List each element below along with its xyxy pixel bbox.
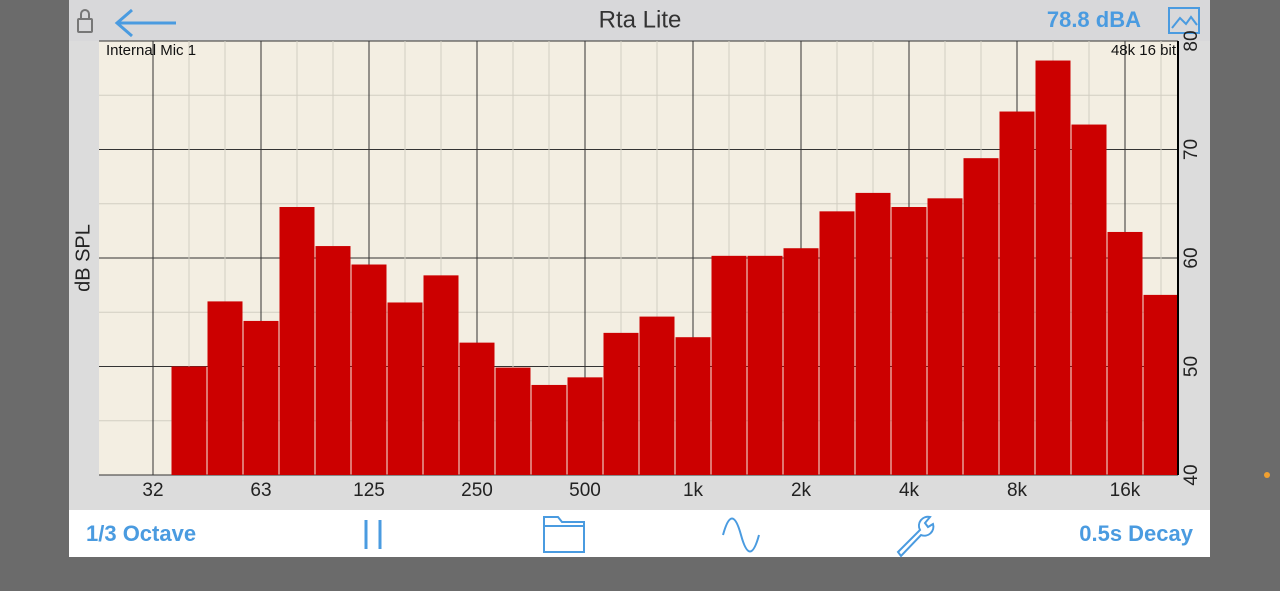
bar — [459, 342, 495, 475]
x-tick-label: 32 — [142, 480, 163, 501]
bar — [855, 192, 891, 475]
bar — [423, 275, 459, 475]
bar — [171, 366, 207, 475]
bar — [747, 255, 783, 475]
bar — [819, 211, 855, 475]
x-tick-label: 16k — [1110, 480, 1141, 501]
settings-button[interactable] — [896, 515, 935, 558]
bar — [1143, 294, 1179, 475]
y-tick-label: 50 — [1181, 356, 1202, 377]
x-tick-label: 2k — [791, 480, 812, 501]
pause-button[interactable] — [364, 520, 382, 549]
signal-button[interactable] — [722, 517, 760, 553]
bar — [927, 198, 963, 475]
x-tick-label: 1k — [683, 480, 704, 501]
x-tick-label: 8k — [1007, 480, 1028, 501]
format-label: 48k 16 bit — [1111, 42, 1177, 59]
bar — [783, 248, 819, 475]
x-tick-label: 63 — [250, 480, 271, 501]
level-readout[interactable]: 78.8 dBA — [1047, 7, 1141, 32]
bar — [495, 367, 531, 475]
bar — [531, 384, 567, 475]
bar — [243, 320, 279, 475]
bar — [603, 332, 639, 475]
screenshot-icon[interactable] — [1168, 7, 1200, 34]
bar — [279, 207, 315, 475]
input-label: Internal Mic 1 — [106, 42, 196, 59]
app-title: Rta Lite — [599, 6, 682, 33]
bar — [639, 316, 675, 475]
bar — [999, 111, 1035, 476]
bar — [1035, 60, 1071, 475]
bar — [711, 255, 747, 475]
bar — [315, 246, 351, 475]
bar — [207, 301, 243, 475]
x-tick-label: 250 — [461, 480, 493, 501]
y-axis-label: dB SPL — [72, 224, 94, 292]
back-button[interactable] — [114, 8, 176, 38]
bar — [567, 377, 603, 475]
lock-icon[interactable] — [77, 9, 93, 33]
bar — [1071, 124, 1107, 476]
y-tick-label: 60 — [1181, 247, 1202, 268]
x-tick-label: 125 — [353, 480, 385, 501]
folder-button[interactable] — [543, 516, 585, 553]
bar — [675, 337, 711, 475]
y-tick-label: 70 — [1181, 139, 1202, 160]
toolbar — [69, 510, 1210, 557]
bar — [387, 302, 423, 475]
indicator-dot — [1264, 472, 1270, 478]
bar — [1107, 231, 1143, 475]
x-tick-label: 500 — [569, 480, 601, 501]
bar — [351, 264, 387, 475]
y-tick-label: 80 — [1181, 30, 1202, 51]
bar — [891, 207, 927, 475]
header — [69, 0, 1210, 41]
decay-button[interactable]: 0.5s Decay — [1079, 521, 1194, 546]
x-tick-label: 4k — [899, 480, 920, 501]
y-tick-label: 40 — [1181, 464, 1202, 485]
bar — [963, 158, 999, 475]
resolution-button[interactable]: 1/3 Octave — [86, 521, 196, 546]
